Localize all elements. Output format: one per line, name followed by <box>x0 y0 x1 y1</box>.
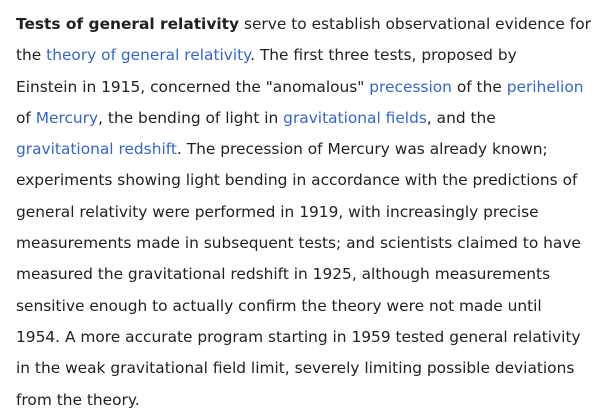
text-segment: , and the <box>426 108 496 127</box>
text-segment: 1954. A more accurate program starting i… <box>16 327 581 346</box>
text-line: Einstein in 1915, concerned the "anomalo… <box>16 72 604 103</box>
text-segment: serve to establish observational evidenc… <box>239 15 591 33</box>
text-segment: measured the gravitational redshift in 1… <box>16 265 551 284</box>
text-line: measurements made in subsequent tests; a… <box>16 228 604 259</box>
link-precession[interactable]: precession <box>369 77 452 96</box>
text-segment: in the weak gravitational field limit, s… <box>16 359 575 378</box>
link-gravitational-fields[interactable]: gravitational fields <box>283 108 427 127</box>
text-segment: , the bending of light in <box>98 108 284 127</box>
text-segment: from the theory. <box>16 390 140 409</box>
text-line: the theory of general relativity. The fi… <box>16 40 604 71</box>
link-mercury[interactable]: Mercury <box>35 108 99 127</box>
text-segment: . The precession of Mercury was already … <box>176 140 548 159</box>
intro-paragraph: Tests of general relativity serve to est… <box>16 9 604 416</box>
article-subject-bold: Tests of general relativity <box>16 15 240 33</box>
text-segment: general relativity were performed in 191… <box>16 202 539 221</box>
text-segment: of <box>16 108 36 127</box>
text-line: gravitational redshift. The precession o… <box>16 134 604 165</box>
text-line: general relativity were performed in 191… <box>16 197 604 228</box>
text-segment: the <box>16 46 47 65</box>
text-line: from the theory. <box>16 385 604 416</box>
text-line: experiments showing light bending in acc… <box>16 165 604 196</box>
link-gravitational-redshift[interactable]: gravitational redshift <box>16 140 177 159</box>
text-segment: experiments showing light bending in acc… <box>16 171 578 190</box>
text-line: measured the gravitational redshift in 1… <box>16 259 604 290</box>
text-segment: measurements made in subsequent tests; a… <box>16 234 581 253</box>
text-line: in the weak gravitational field limit, s… <box>16 353 604 384</box>
text-line: 1954. A more accurate program starting i… <box>16 322 604 353</box>
text-segment: . The first three tests, proposed by <box>250 46 517 65</box>
text-segment: sensitive enough to actually confirm the… <box>16 296 542 315</box>
text-line: of Mercury, the bending of light in grav… <box>16 103 604 134</box>
text-line: sensitive enough to actually confirm the… <box>16 291 604 322</box>
link-perihelion[interactable]: perihelion <box>506 77 584 96</box>
text-segment: Einstein in 1915, concerned the "anomalo… <box>16 77 370 96</box>
text-segment: of the <box>451 77 507 96</box>
text-line: Tests of general relativity serve to est… <box>16 9 604 40</box>
link-theory-of-general-relativity[interactable]: theory of general relativity <box>46 46 251 65</box>
